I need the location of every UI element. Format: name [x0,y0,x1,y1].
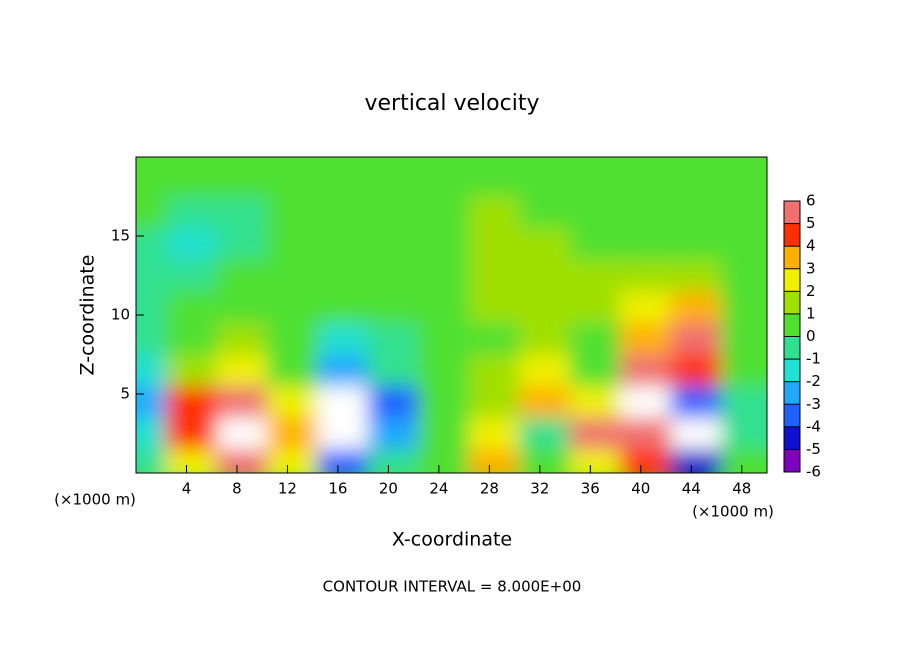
x-tick-label: 8 [232,480,242,498]
x-tick-label: 28 [480,480,499,498]
x-tick-label: 16 [328,480,347,498]
x-tick-label: 44 [682,480,701,498]
x-tick-label: 24 [429,480,448,498]
colorbar-tick-label: -1 [806,350,821,368]
colorbar-band [784,336,800,360]
colorbar-band [784,404,800,427]
x-tick-label: 20 [379,480,398,498]
x-unit-label: (×1000 m) [54,491,136,509]
colorbar-band [784,449,800,472]
colorbar-tick-label: 2 [806,282,816,300]
colorbar-tick-label: 3 [806,259,816,277]
field-cell [721,157,767,197]
colorbar-band [784,426,800,450]
x-tick-label: 4 [182,480,192,498]
colorbar-band [784,268,800,292]
colorbar-tick-label: 0 [806,327,816,345]
y-axis-label: Z-coordinate [77,255,99,376]
colorbar-band [784,246,800,269]
x-tick-label: 32 [530,480,549,498]
field [136,157,767,473]
colorbar-tick-label: -5 [806,440,821,458]
colorbar-band [784,223,800,247]
chart-title: vertical velocity [364,91,539,116]
field-cells [136,157,767,473]
colorbar-band [784,313,800,337]
colorbar-tick-label: 6 [806,192,816,210]
colorbar-tick-label: 4 [806,237,816,255]
x-tick-label: 40 [631,480,650,498]
colorbar-tick-label: -4 [806,417,821,435]
colorbar-band [784,291,800,314]
x-tick-label: 36 [581,480,600,498]
x-tick-label: 12 [278,480,297,498]
colorbar-tick-label: 5 [806,214,816,232]
x-tick-label: 48 [732,480,751,498]
colorbar-tick-label: -3 [806,395,821,413]
y-tick-label: 15 [111,227,130,245]
x-axis-label: X-coordinate [392,529,512,551]
colorbar-tick-label: 1 [806,304,816,322]
colorbar-band [784,381,800,405]
colorbar-band [784,201,800,224]
annotation: CONTOUR INTERVAL = 8.000E+00 [323,578,582,596]
x-unit-label: (×1000 m) [692,503,774,521]
colorbar-tick-label: -2 [806,372,821,390]
colorbar-tick-label: -6 [806,463,821,481]
y-tick-label: 5 [120,385,130,403]
y-tick-label: 10 [111,306,130,324]
colorbar-band [784,359,800,382]
